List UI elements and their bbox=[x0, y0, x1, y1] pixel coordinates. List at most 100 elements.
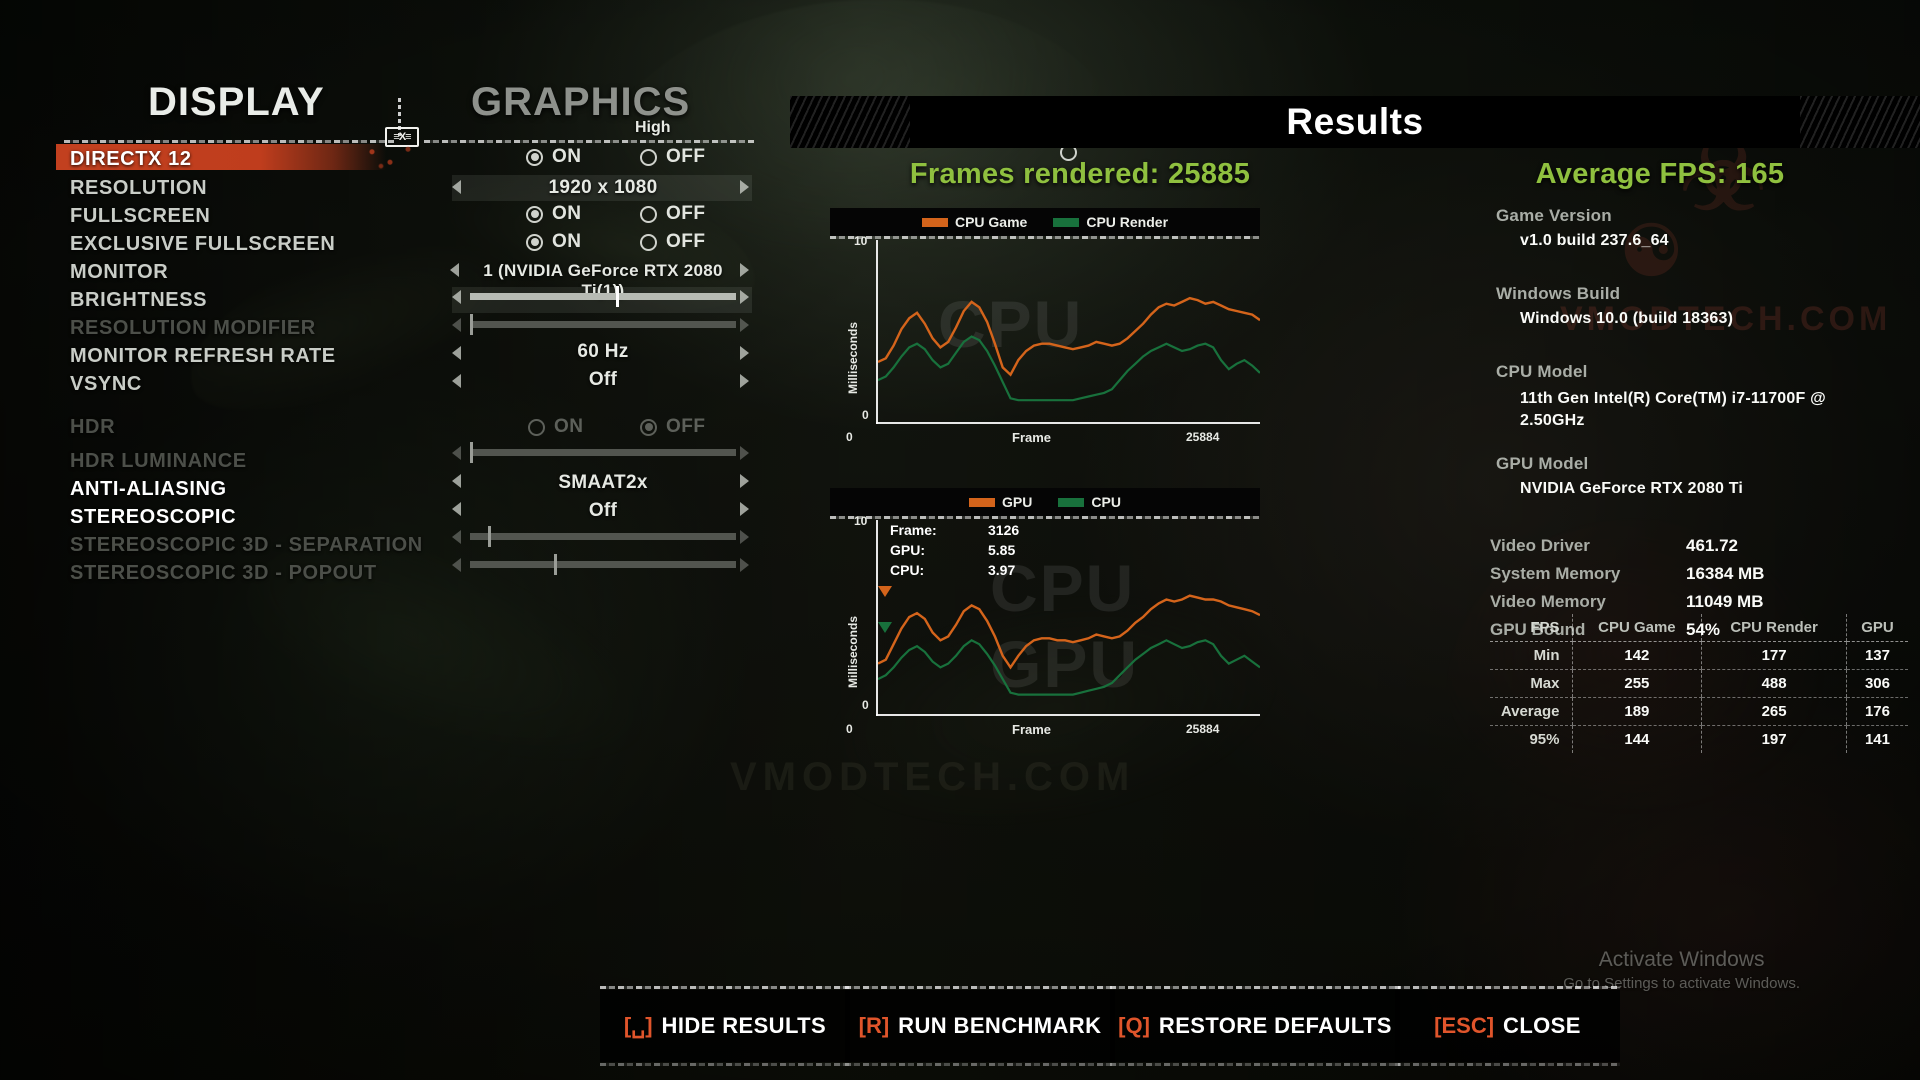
control-fullscreen[interactable]: ON OFF bbox=[470, 203, 740, 227]
cpu-chart-x-title: Frame bbox=[1012, 430, 1052, 445]
setting-value-vsync[interactable]: Off bbox=[588, 369, 618, 390]
readout-frame-key: Frame: bbox=[890, 522, 937, 538]
table-cell-average-cpu-game: 189 bbox=[1571, 697, 1702, 726]
section-rule-left bbox=[64, 140, 394, 143]
tab-display[interactable]: DISPLAY bbox=[148, 80, 325, 124]
slider-left-arrow-stereo-separation bbox=[452, 530, 461, 544]
setting-value-stereoscopic[interactable]: Off bbox=[588, 500, 618, 521]
stepper-left-arrow-resolution[interactable] bbox=[452, 180, 461, 194]
results-header: Results bbox=[790, 96, 1920, 148]
radio-label-off: OFF bbox=[666, 203, 706, 224]
stepper-right-arrow-refresh-rate[interactable] bbox=[740, 346, 749, 360]
radio-fullscreen-off[interactable]: OFF bbox=[640, 203, 706, 225]
stepper-left-arrow-monitor[interactable] bbox=[450, 263, 459, 277]
slider-right-arrow-brightness[interactable] bbox=[740, 290, 749, 304]
action-restore-defaults[interactable]: [Q] RESTORE DEFAULTS bbox=[1110, 986, 1400, 1066]
stepper-right-arrow-vsync[interactable] bbox=[740, 374, 749, 388]
gpu-chart-plot bbox=[878, 594, 1260, 696]
stepper-right-arrow-resolution[interactable] bbox=[740, 180, 749, 194]
slider-left-arrow-resolution-modifier bbox=[452, 318, 461, 332]
legend-item-cpu-game: CPU Game bbox=[921, 214, 1028, 230]
action-run-benchmark[interactable]: [R] RUN BENCHMARK bbox=[845, 986, 1115, 1066]
slider-handle bbox=[488, 526, 491, 547]
setting-label-monitor[interactable]: MONITOR bbox=[70, 261, 169, 283]
action-hide-results[interactable]: [␣] HIDE RESULTS bbox=[600, 986, 850, 1066]
control-directx[interactable]: ON OFF bbox=[470, 146, 740, 170]
table-header-cpu-render: CPU Render bbox=[1701, 614, 1847, 642]
header-hatch-left bbox=[790, 96, 910, 148]
action-bar: [␣] HIDE RESULTS [R] RUN BENCHMARK [Q] R… bbox=[0, 970, 1920, 1080]
radio-exclusive-off[interactable]: OFF bbox=[640, 231, 706, 253]
info-key-windows-build: Windows Build bbox=[1496, 284, 1621, 303]
legend-label: CPU Game bbox=[954, 214, 1028, 230]
graphics-preset-value[interactable]: High bbox=[635, 119, 671, 136]
gpu-chart-watermark-cpu: CPU bbox=[990, 551, 1136, 625]
stepper-right-arrow-anti-aliasing[interactable] bbox=[740, 474, 749, 488]
radio-directx-on[interactable]: ON bbox=[526, 146, 582, 168]
legend-swatch-icon bbox=[1053, 217, 1080, 227]
setting-label-resolution[interactable]: RESOLUTION bbox=[70, 177, 208, 199]
benchmark-results-panel: Results Frames rendered: 25885 Average F… bbox=[790, 96, 1920, 976]
setting-label-brightness[interactable]: BRIGHTNESS bbox=[70, 289, 208, 311]
setting-label-directx[interactable]: DIRECTX 12 bbox=[70, 148, 192, 170]
table-cell-max-gpu: 306 bbox=[1845, 669, 1908, 698]
gpu-chart-ytick-max: 10 bbox=[854, 514, 868, 528]
table-row-label-min: Min bbox=[1490, 641, 1572, 670]
legend-swatch-icon bbox=[1058, 497, 1085, 507]
action-label-run-benchmark: RUN BENCHMARK bbox=[898, 1013, 1102, 1038]
setting-label-monitor-refresh-rate[interactable]: MONITOR REFRESH RATE bbox=[70, 345, 336, 367]
setting-label-fullscreen[interactable]: FULLSCREEN bbox=[70, 205, 211, 227]
legend-swatch-icon bbox=[921, 217, 948, 227]
tab-graphics[interactable]: GRAPHICS bbox=[471, 80, 691, 124]
stepper-right-arrow-monitor[interactable] bbox=[740, 263, 749, 277]
table-row-label-average: Average bbox=[1490, 697, 1572, 726]
table-row: Min 142 177 137 bbox=[1490, 641, 1908, 670]
slider-brightness[interactable] bbox=[470, 286, 736, 307]
setting-label-anti-aliasing[interactable]: ANTI-ALIASING bbox=[70, 478, 227, 500]
cpu-chart-plot bbox=[878, 296, 1260, 402]
gpu-chart-marker-orange bbox=[878, 586, 892, 597]
radio-fullscreen-on[interactable]: ON bbox=[526, 203, 582, 225]
setting-label-exclusive-fullscreen[interactable]: EXCLUSIVE FULLSCREEN bbox=[70, 233, 336, 255]
stepper-left-arrow-refresh-rate[interactable] bbox=[452, 346, 461, 360]
setting-label-vsync[interactable]: VSYNC bbox=[70, 373, 142, 395]
table-cell-95-cpu-game: 144 bbox=[1571, 725, 1702, 753]
gpu-chart-xtick-min: 0 bbox=[846, 722, 853, 736]
spec-value-video-driver: 461.72 bbox=[1686, 536, 1738, 555]
table-row: Average 189 265 176 bbox=[1490, 697, 1908, 726]
info-value-game-version: v1.0 build 237.6_64 bbox=[1520, 232, 1669, 249]
radio-label-off: OFF bbox=[666, 146, 706, 167]
cpu-chart-y-axis bbox=[876, 240, 878, 424]
setting-value-anti-aliasing[interactable]: SMAAT2x bbox=[558, 472, 648, 493]
action-close[interactable]: [ESC] CLOSE bbox=[1395, 986, 1620, 1066]
setting-value-resolution[interactable]: 1920 x 1080 bbox=[548, 177, 658, 198]
radio-empty-icon bbox=[640, 148, 657, 166]
radio-hdr-on: ON bbox=[528, 416, 584, 438]
radio-filled-icon bbox=[526, 233, 543, 251]
radio-exclusive-on[interactable]: ON bbox=[526, 231, 582, 253]
stepper-right-arrow-stereoscopic[interactable] bbox=[740, 502, 749, 516]
stepper-left-arrow-vsync[interactable] bbox=[452, 374, 461, 388]
radio-label-on: ON bbox=[552, 146, 582, 167]
table-row-label-95: 95% bbox=[1529, 731, 1560, 748]
readout-gpu: GPU: 5.85 bbox=[890, 542, 1100, 560]
gpu-chart-legend: GPU CPU bbox=[830, 488, 1260, 516]
row-shade bbox=[452, 287, 752, 313]
stepper-left-arrow-stereoscopic[interactable] bbox=[452, 502, 461, 516]
action-label-hide-results: HIDE RESULTS bbox=[661, 1013, 827, 1038]
setting-value-monitor-refresh-rate[interactable]: 60 Hz bbox=[577, 341, 629, 362]
radio-directx-off[interactable]: OFF bbox=[640, 146, 706, 168]
slider-left-arrow-brightness[interactable] bbox=[452, 290, 461, 304]
table-header-row: FPS CPU Game CPU Render GPU bbox=[1490, 614, 1908, 642]
slider-handle[interactable] bbox=[616, 286, 619, 307]
gpu-chart-xtick-max: 25884 bbox=[1186, 722, 1220, 736]
control-exclusive-fullscreen[interactable]: ON OFF bbox=[470, 231, 740, 255]
table-header-gpu: GPU bbox=[1845, 614, 1908, 642]
setting-label-stereoscopic[interactable]: STEREOSCOPIC bbox=[70, 506, 237, 528]
legend-item-cpu-render: CPU Render bbox=[1053, 214, 1168, 230]
stepper-left-arrow-anti-aliasing[interactable] bbox=[452, 474, 461, 488]
legend-item-cpu: CPU bbox=[1058, 494, 1121, 510]
radio-label-on: ON bbox=[552, 203, 582, 224]
spec-key-video-driver: Video Driver bbox=[1490, 536, 1590, 555]
